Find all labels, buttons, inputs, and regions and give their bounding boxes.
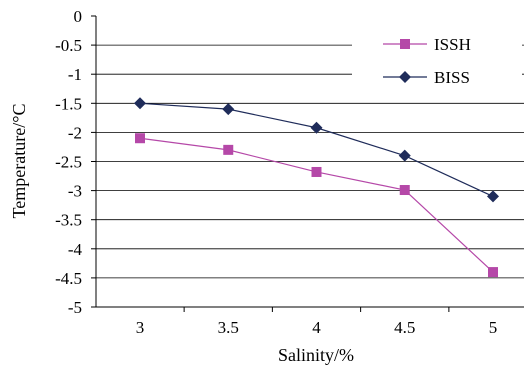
y-tick-label: -3.5 [55,211,82,230]
x-axis-title: Salinity/% [278,345,354,365]
y-axis-ticks: 0 -0.5 -1 -1.5 -2 -2.5 -3 -3.5 -4 -4.5 -5 [55,7,96,317]
data-point-biss [398,149,411,162]
data-point-issh [399,185,410,196]
data-point-issh [135,133,145,144]
y-axis-title: Temperature/°C [9,104,29,219]
legend-background [352,28,522,96]
legend-label-issh: ISSH [434,35,471,54]
legend-marker-biss [399,71,411,83]
x-tick-label: 3 [136,318,145,337]
data-point-biss [487,190,499,203]
y-tick-label: -4 [68,240,83,259]
y-tick-label: -5 [68,298,82,317]
x-tick-label: 3.5 [218,318,239,337]
data-point-issh [223,144,234,155]
series-line-biss [139,102,494,197]
data-point-biss [310,121,323,134]
legend: ISSH BISS [383,35,471,87]
data-point-biss [222,103,235,116]
x-tick-label: 4 [312,318,321,337]
data-point-issh [488,267,498,278]
y-tick-label: -1.5 [55,94,82,113]
grid-lines [96,44,524,279]
y-tick-label: -0.5 [55,36,82,55]
series-layer [134,97,499,278]
data-point-issh [311,166,322,177]
y-tick-label: -2.5 [55,153,82,172]
y-tick-label: 0 [74,7,83,26]
x-axis-ticks: 3 3.5 4 4.5 5 [136,307,498,337]
x-tick-label: 4.5 [394,318,415,337]
x-tick-label: 5 [489,318,498,337]
data-point-biss [134,97,146,110]
y-tick-label: -3 [68,182,82,201]
y-tick-label: -2 [68,123,82,142]
series-line-issh [139,137,494,273]
y-tick-label: -4.5 [55,269,82,288]
y-tick-label: -1 [68,65,82,84]
legend-label-biss: BISS [434,68,470,87]
legend-marker-issh [400,39,410,49]
